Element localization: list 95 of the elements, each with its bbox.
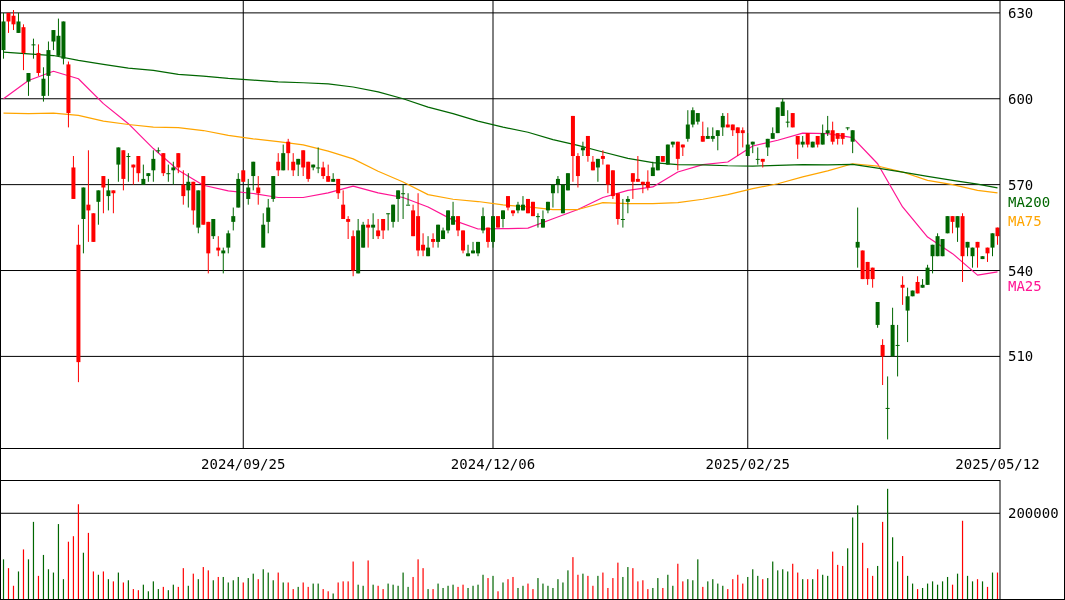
candlestick [685,109,690,143]
candlestick [116,146,121,183]
candlestick [101,175,106,214]
candlestick [925,264,930,286]
candlestick [895,324,900,377]
candlestick [291,152,296,177]
candlestick [720,112,725,137]
candlestick [141,164,146,186]
candlestick [555,175,560,194]
candlestick [251,161,256,191]
candlestick [755,146,760,166]
series-label: MA200 [1008,193,1051,210]
series-label: MA75 [1008,212,1042,229]
candlestick [700,121,705,143]
candlestick [580,141,585,157]
x-tick-label: 2025/02/25 [705,456,790,472]
candlestick [376,218,381,240]
candlestick [880,338,885,386]
candlestick [501,209,505,229]
candlestick [740,126,745,148]
candlestick [266,198,271,234]
candlestick [316,146,321,174]
candlestick [341,189,346,220]
candlestick [645,169,650,191]
candlestick [301,149,306,177]
candlestick [431,232,436,249]
candlestick [461,229,466,254]
candlestick [825,115,830,137]
candlestick [186,172,191,209]
line-series [2,70,999,276]
candlestick [540,209,545,229]
candlestick [221,247,226,274]
y-tick-label: 570 [1008,176,1034,193]
candlestick [446,209,451,234]
candlestick [231,207,236,231]
candlestick [166,164,171,183]
candlestick [481,207,486,234]
candlestick [510,209,515,217]
candlestick [396,189,401,223]
candlestick [855,207,860,269]
x-tick-label: 2024/09/25 [201,456,286,472]
y-tick-label: 600 [1008,90,1034,107]
line-series [2,112,999,211]
candlestick [366,218,371,249]
y-tick-label: 540 [1008,262,1034,279]
candlestick [161,152,166,177]
candlestick [715,129,720,151]
candlestick [535,212,540,229]
candlestick [456,215,461,237]
candlestick [955,215,960,243]
candlestick [96,189,101,226]
y-tick-label: 510 [1008,348,1034,365]
candlestick [271,175,276,203]
candlestick [905,287,910,343]
candlestick [346,215,351,240]
candlestick [286,138,291,171]
candlestick [990,232,995,257]
candlestick [406,192,411,206]
candlestick [151,149,156,183]
candlestick [281,144,286,171]
candlestick [41,66,46,103]
candlestick [466,244,471,257]
candlestick [246,178,251,206]
text: 200000 [1008,505,1059,522]
candlestick [471,241,476,254]
candlestick [16,12,21,34]
candlestick [171,161,176,186]
candlestick [226,229,231,254]
candlestick [975,241,980,269]
y-tick-label: 630 [1008,4,1034,21]
series-label: MA25 [1008,277,1042,294]
candlestick [126,152,131,183]
candlestick [181,169,186,206]
x-tick-label: 2024/12/06 [450,456,536,472]
candlestick [635,155,640,183]
candlestick [785,109,790,128]
candlestick [600,149,605,166]
candlestick [625,195,630,214]
candlestick [176,152,181,174]
candlestick [900,275,905,306]
candlestick [261,212,266,249]
candlestick [620,198,625,229]
candlestick [820,124,825,146]
x-tick-label: 2025/05/12 [955,456,1040,472]
candlestick [850,129,855,154]
candlestick [106,178,111,211]
candlestick [276,152,281,177]
candlestick [111,189,116,214]
candlestick [371,212,376,240]
candlestick [575,152,580,188]
candlestick [26,72,31,97]
candlestick [885,375,890,440]
candlestick [585,135,590,163]
candlestick [36,43,41,77]
candlestick [875,301,880,329]
